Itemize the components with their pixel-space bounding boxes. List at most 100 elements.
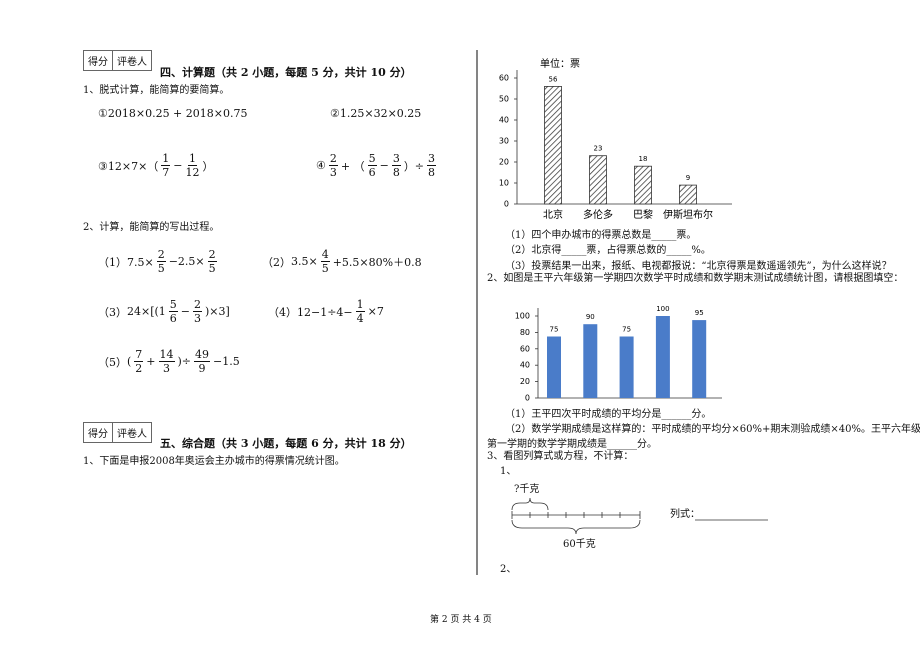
score-label: 得分 bbox=[84, 51, 113, 70]
expression: （1）7.5× 2 5 −2.5× 2 5 bbox=[98, 248, 220, 275]
expr-text: （5） bbox=[98, 355, 127, 369]
expression: （5）(7 2 +14 3)÷ 49 9 −1.5 bbox=[98, 348, 240, 375]
y-axis-label: 单位：票 bbox=[540, 57, 580, 70]
y-tick-label: 40 bbox=[499, 116, 509, 125]
expr-text: − bbox=[180, 305, 191, 318]
expr-text: ×7 bbox=[367, 305, 384, 318]
fraction: 49 9 bbox=[194, 348, 211, 375]
sub-question: （1）四个申办城市的得票总数是_____票。 bbox=[505, 230, 697, 241]
section-title: 五、综合题（共 3 小题，每题 6 分，共计 18 分） bbox=[160, 437, 412, 450]
value-label: 100 bbox=[656, 305, 669, 313]
numerator: 7 bbox=[134, 348, 144, 362]
expr-text: −1.5 bbox=[213, 355, 240, 368]
expr-text: ③12×7×（ bbox=[98, 159, 159, 173]
diagram-label: 60千克 bbox=[563, 539, 596, 550]
denominator: 7 bbox=[162, 166, 170, 179]
value-label: 9 bbox=[686, 174, 690, 182]
y-tick-label: 0 bbox=[504, 200, 509, 209]
expr-text: ( bbox=[127, 355, 132, 368]
y-tick-label: 40 bbox=[520, 361, 530, 370]
formula-label: 列式： bbox=[670, 509, 700, 520]
expr-text: 3.5× bbox=[291, 255, 318, 268]
numerator: 14 bbox=[158, 348, 175, 362]
y-tick-label: 50 bbox=[499, 95, 509, 104]
y-tick-label: 30 bbox=[499, 137, 509, 146]
y-tick-label: 20 bbox=[520, 377, 530, 386]
y-tick-label: 0 bbox=[525, 394, 530, 403]
bar bbox=[679, 184, 697, 205]
expr-text: ②1.25×32×0.25 bbox=[330, 107, 422, 120]
expr-text: （3） bbox=[98, 305, 127, 319]
fraction: 14 3 bbox=[158, 348, 175, 375]
numerator: 49 bbox=[194, 348, 211, 362]
denominator: 6 bbox=[368, 166, 376, 179]
expr-text: 24×[(1 bbox=[127, 305, 166, 318]
expr-text: （4）12−1÷4− bbox=[268, 305, 353, 319]
value-label: 18 bbox=[639, 155, 648, 163]
value-label: 75 bbox=[622, 326, 631, 334]
expr-text: （1）7.5× bbox=[98, 255, 154, 269]
question-prompt: 1、下面是申报2008年奥运会主办城市的得票情况统计图。 bbox=[83, 456, 345, 467]
numerator: 3 bbox=[391, 152, 401, 166]
grader-label: 评卷人 bbox=[117, 429, 147, 440]
sub-question: （3）投票结果一出来，报纸、电视都报说：“北京得票是数遥遥领先”，为什么这样说？ bbox=[505, 261, 892, 272]
bar bbox=[544, 86, 562, 205]
expr-text: ）÷ bbox=[403, 159, 425, 173]
denominator: 6 bbox=[169, 312, 177, 325]
expression: （4）12−1÷4− 1 4 ×7 bbox=[268, 298, 384, 325]
value-label: 75 bbox=[550, 326, 559, 334]
numerator: 1 bbox=[161, 152, 171, 166]
value-label: 95 bbox=[695, 309, 704, 317]
expression: （2） 3.5× 4 5 +5.5×80%＋0.8 bbox=[262, 248, 422, 275]
bar bbox=[547, 336, 561, 398]
score-label: 得分 bbox=[84, 423, 113, 442]
y-tick-label: 60 bbox=[499, 74, 509, 83]
numerator: 3 bbox=[427, 152, 437, 166]
denominator: 5 bbox=[321, 262, 329, 275]
expr-text: ④ bbox=[316, 159, 326, 172]
sub-question: 第一学期的数学学期成绩是______分。 bbox=[487, 439, 657, 450]
bar bbox=[692, 320, 707, 398]
numerator: 4 bbox=[320, 248, 330, 262]
y-tick-label: 60 bbox=[520, 344, 530, 353]
y-tick-label: 100 bbox=[515, 312, 530, 321]
sub-label: 1、 bbox=[500, 466, 517, 477]
sub-question: （2）数学学期成绩是这样算的：平时成绩的平均分×60%+期末测验成绩×40%。王… bbox=[505, 424, 920, 435]
fraction: 1 12 bbox=[186, 152, 200, 179]
bar bbox=[589, 155, 607, 205]
expr-text: ①2018×0.25 + 2018×0.75 bbox=[98, 107, 248, 120]
bar bbox=[634, 165, 652, 205]
question-prompt: 3、看图列算式或方程，不计算： bbox=[487, 451, 634, 462]
expression: ②1.25×32×0.25 bbox=[330, 107, 421, 120]
sub-label: 2、 bbox=[500, 564, 517, 575]
question-prompt: 1、脱式计算，能简算的要简算。 bbox=[83, 85, 230, 96]
expr-text: −2.5× bbox=[168, 255, 205, 268]
sub-question: （2）北京得_____票，占得票总数的_____%。 bbox=[505, 245, 711, 256]
line-diagram bbox=[511, 497, 768, 535]
expression: ①2018×0.25 + 2018×0.75 bbox=[98, 107, 247, 120]
numerator: 2 bbox=[156, 248, 166, 262]
expr-text: − bbox=[173, 159, 183, 172]
denominator: 5 bbox=[208, 262, 216, 275]
y-tick-label: 20 bbox=[499, 158, 509, 167]
value-label: 23 bbox=[594, 145, 603, 153]
numerator: 5 bbox=[367, 152, 377, 166]
denominator: 9 bbox=[198, 362, 206, 375]
y-tick-label: 80 bbox=[520, 328, 530, 337]
expr-text: +5.5×80%＋0.8 bbox=[332, 255, 422, 269]
expr-text: + （ bbox=[340, 159, 365, 173]
score-box: 得分 评卷人 bbox=[83, 422, 152, 443]
expression: ③12×7×（ 1 7−1 12） bbox=[98, 152, 214, 179]
